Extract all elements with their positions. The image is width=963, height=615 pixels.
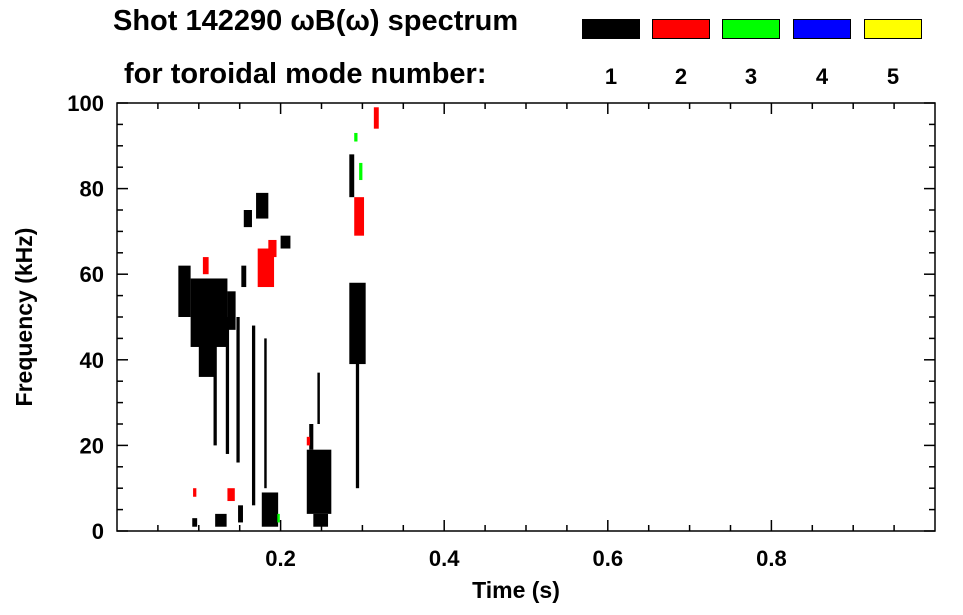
axis-ticks	[117, 102, 935, 532]
legend-swatch-mode-1	[582, 19, 640, 39]
chart-subtitle: for toroidal mode number:	[124, 58, 487, 90]
legend-swatch-mode-3	[722, 19, 780, 39]
spectrum-region-mode-1	[198, 308, 216, 377]
spectrum-region-mode-1	[236, 317, 240, 463]
y-tick-label: 80	[80, 177, 104, 202]
spectrum-region-mode-1	[317, 372, 320, 424]
spectrum-region-mode-1	[243, 210, 252, 228]
legend-label-mode-2: 2	[674, 64, 688, 89]
spectrum-region-mode-1	[313, 513, 329, 527]
spectrum-region-mode-3	[354, 132, 358, 142]
spectrum-region-mode-1	[264, 338, 267, 489]
spectrum-region-mode-1	[178, 265, 191, 317]
y-axis-title: Frequency (kHz)	[11, 228, 37, 407]
spectrum-region-mode-1	[349, 154, 355, 198]
x-tick-label: 0.4	[429, 546, 460, 571]
legend-swatch-mode-2	[652, 19, 710, 39]
spectrum-region-mode-2	[202, 257, 209, 275]
spectrum-region-mode-1	[355, 359, 360, 489]
spectrum-region-mode-1	[192, 518, 198, 527]
y-tick-label: 100	[67, 91, 104, 116]
x-tick-label: 0.6	[593, 546, 624, 571]
spectrum-region-mode-2	[227, 488, 235, 502]
spectrum-region-mode-1	[251, 325, 256, 506]
y-tick-label: 60	[80, 262, 104, 287]
y-tick-label: 40	[80, 348, 104, 373]
spectrum-region-mode-1	[241, 265, 247, 288]
spectrum-region-mode-2	[268, 239, 277, 258]
spectrum-region-mode-3	[359, 162, 363, 181]
spectrum-region-mode-2	[354, 197, 365, 236]
spectrum-region-mode-1	[306, 449, 332, 514]
x-axis-title: Time (s)	[472, 577, 560, 603]
spectrum-region-mode-2	[373, 107, 379, 129]
legend-swatch-mode-5	[864, 19, 922, 39]
tick-labels: 0.2 0.4 0.6 0.8 0 20 40 60 80 100	[67, 91, 786, 571]
spectrum-region-mode-3	[277, 513, 280, 523]
spectrum-region-mode-1	[256, 192, 269, 219]
spectrum-region-mode-1	[213, 338, 217, 446]
legend-label-mode-4: 4	[815, 64, 829, 89]
legend-label-mode-5: 5	[886, 64, 900, 89]
legend-label-mode-3: 3	[744, 64, 758, 89]
legend-label-mode-1: 1	[604, 64, 618, 89]
x-tick-label: 0.2	[265, 546, 296, 571]
spectrum-region-mode-2	[257, 248, 275, 288]
spectrum-region-mode-1	[349, 282, 366, 365]
legend-swatch-mode-4	[793, 19, 851, 39]
chart-title: Shot 142290 ωB(ω) spectrum	[113, 5, 519, 37]
spectrum-region-mode-1	[309, 424, 314, 450]
y-tick-label: 20	[80, 433, 104, 458]
spectrum-region-mode-2	[306, 436, 311, 446]
spectrum-region-mode-2	[193, 488, 197, 497]
spectrum-region-mode-1	[227, 291, 236, 330]
spectrum-region-mode-1	[280, 235, 291, 249]
spectrum-region-mode-1	[238, 505, 243, 523]
spectrogram-data	[178, 107, 379, 527]
spectrum-region-mode-1	[225, 317, 230, 454]
y-tick-label: 0	[92, 519, 104, 544]
spectrum-region-mode-1	[261, 492, 279, 527]
spectrum-region-mode-1	[215, 513, 227, 527]
x-tick-label: 0.8	[756, 546, 787, 571]
